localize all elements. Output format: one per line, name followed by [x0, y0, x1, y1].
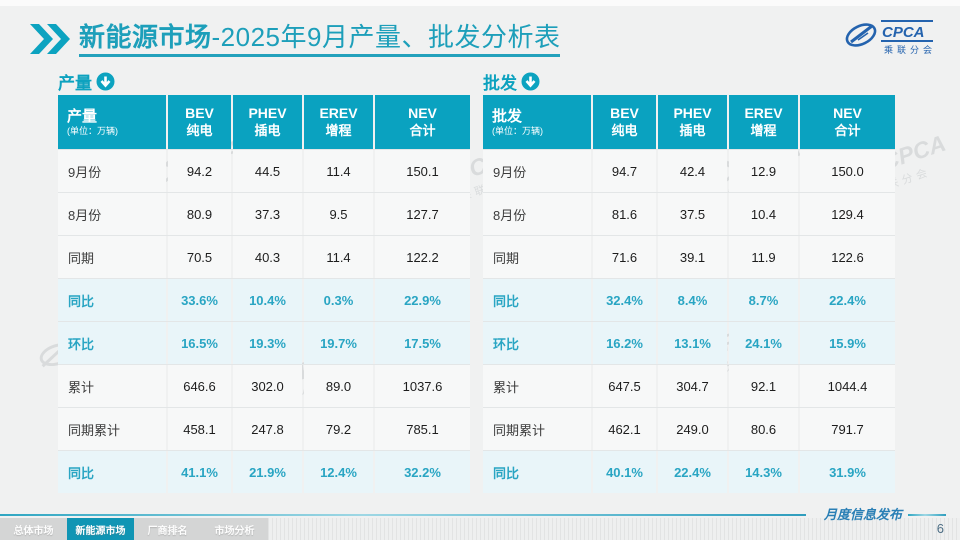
table-row: 环比 16.2% 13.1% 24.1% 15.9% [483, 321, 895, 364]
page-number: 6 [936, 521, 944, 536]
jump-down-arrow-icon[interactable] [96, 72, 115, 91]
footer-divider-line [908, 514, 946, 516]
table-row: 8月份 81.6 37.5 10.4 129.4 [483, 192, 895, 235]
table-row: 同比 40.1% 22.4% 14.3% 31.9% [483, 450, 895, 493]
table-row: 9月份 94.2 44.5 11.4 150.1 [58, 149, 470, 192]
column-header-phev: PHEV 插电 [233, 95, 302, 149]
svg-text:乘联分会: 乘联分会 [884, 44, 936, 55]
tab-overall-market[interactable]: 总体市场 [13, 525, 54, 537]
svg-text:CPCA: CPCA [882, 24, 925, 41]
corner-cell: 产量 (单位：万辆) [58, 95, 166, 149]
top-highlight-strip [0, 0, 960, 6]
tab-nev-market[interactable]: 新能源市场 [67, 518, 134, 540]
table-row: 同比 32.4% 8.4% 8.7% 22.4% [483, 278, 895, 321]
table-row: 8月份 80.9 37.3 9.5 127.7 [58, 192, 470, 235]
cpca-logo: CPCA 乘联分会 [845, 20, 936, 55]
column-header-erev: EREV 增程 [304, 95, 373, 149]
corner-cell: 批发 (单位：万辆) [483, 95, 591, 149]
table-row: 同期累计 462.1 249.0 80.6 791.7 [483, 407, 895, 450]
production-table: 产量 (单位：万辆) BEV 纯电 PHEV 插电 EREV 增程 NEV 合计 9月份 9… [58, 95, 470, 493]
table-row: 同比 41.1% 21.9% 12.4% 32.2% [58, 450, 470, 493]
table-row: 累计 647.5 304.7 92.1 1044.4 [483, 364, 895, 407]
bottom-tab-bar: 总体市场 新能源市场 厂商排名 市场分析 [0, 518, 960, 540]
column-header-phev: PHEV 插电 [658, 95, 727, 149]
table-row: 同期累计 458.1 247.8 79.2 785.1 [58, 407, 470, 450]
page-title: 新能源市场-2025年9月产量、批发分析表 [79, 21, 561, 57]
wholesale-section: 批发 批发 (单位：万辆) BEV 纯电 PHEV 插电 EREV 增程 NEV 合计 9… [483, 70, 895, 493]
column-header-bev: BEV 纯电 [168, 95, 231, 149]
production-section: 产量 产量 (单位：万辆) BEV 纯电 PHEV 插电 EREV 增程 NEV 合计 9… [58, 70, 470, 493]
table-header-row: 产量 (单位：万辆) BEV 纯电 PHEV 插电 EREV 增程 NEV 合计 [58, 95, 470, 149]
column-header-nev: NEV 合计 [800, 95, 895, 149]
wholesale-table: 批发 (单位：万辆) BEV 纯电 PHEV 插电 EREV 增程 NEV 合计 9月份 9… [483, 95, 895, 493]
title-bar: 新能源市场-2025年9月产量、批发分析表 [30, 21, 561, 57]
table-row: 同期 70.5 40.3 11.4 122.2 [58, 235, 470, 278]
table-row: 同比 33.6% 10.4% 0.3% 22.9% [58, 278, 470, 321]
tab-bar-filler [268, 518, 960, 540]
tab-market-analysis[interactable]: 市场分析 [214, 525, 255, 537]
table-header-row: 批发 (单位：万辆) BEV 纯电 PHEV 插电 EREV 增程 NEV 合计 [483, 95, 895, 149]
tab-manufacturer-ranking[interactable]: 厂商排名 [147, 525, 188, 537]
wholesale-label: 批发 [483, 70, 895, 93]
double-chevron-icon [30, 24, 70, 54]
table-row: 环比 16.5% 19.3% 19.7% 17.5% [58, 321, 470, 364]
production-label: 产量 [58, 70, 470, 93]
publish-label: 月度信息发布 [823, 507, 902, 522]
table-row: 累计 646.6 302.0 89.0 1037.6 [58, 364, 470, 407]
column-header-nev: NEV 合计 [375, 95, 470, 149]
jump-down-arrow-icon[interactable] [521, 72, 540, 91]
table-row: 同期 71.6 39.1 11.9 122.6 [483, 235, 895, 278]
tab-strip: 总体市场 新能源市场 厂商排名 市场分析 [0, 518, 268, 540]
column-header-bev: BEV 纯电 [593, 95, 656, 149]
title-highlight: 新能源市场 [79, 22, 212, 52]
table-row: 9月份 94.7 42.4 12.9 150.0 [483, 149, 895, 192]
column-header-erev: EREV 增程 [729, 95, 798, 149]
title-rest: -2025年9月产量、批发分析表 [211, 22, 561, 52]
footer-divider-line [0, 514, 806, 516]
